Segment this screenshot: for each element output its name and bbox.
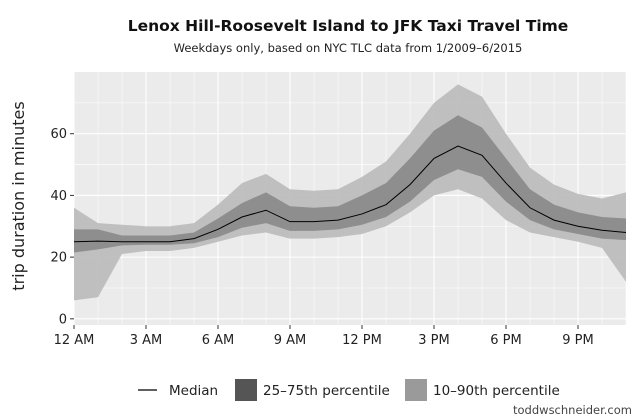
legend-10-90-label: 10–90th percentile bbox=[433, 383, 560, 399]
y-axis-label: trip duration in minutes bbox=[9, 101, 28, 290]
credit-text: toddwschneider.com bbox=[513, 403, 632, 417]
x-axis: 12 AM 3 AM 6 AM 9 AM 12 PM 3 PM 6 PM 9 PM bbox=[54, 325, 594, 348]
y-tick-label: 20 bbox=[50, 251, 67, 266]
x-tick-label: 6 AM bbox=[202, 333, 235, 348]
chart-title: Lenox Hill-Roosevelt Island to JFK Taxi … bbox=[128, 17, 569, 35]
x-tick-label: 12 PM bbox=[342, 333, 382, 348]
x-tick-label: 3 AM bbox=[130, 333, 163, 348]
chart-subtitle: Weekdays only, based on NYC TLC data fro… bbox=[174, 41, 523, 55]
y-tick-label: 60 bbox=[50, 127, 67, 142]
band-25-75-percentile bbox=[74, 115, 626, 253]
legend-25-75-key bbox=[235, 379, 257, 401]
y-tick-label: 40 bbox=[50, 189, 67, 204]
y-tick-label: 0 bbox=[59, 312, 67, 327]
x-tick-label: 9 PM bbox=[562, 333, 593, 348]
x-tick-label: 3 PM bbox=[418, 333, 449, 348]
legend-median-label: Median bbox=[169, 383, 218, 399]
x-tick-label: 6 PM bbox=[490, 333, 521, 348]
legend-10-90-key bbox=[405, 379, 427, 401]
y-axis: 0 20 40 60 bbox=[50, 127, 74, 327]
legend-25-75-label: 25–75th percentile bbox=[263, 383, 390, 399]
median-line bbox=[73, 145, 627, 243]
x-tick-label: 12 AM bbox=[54, 333, 95, 348]
legend: Median 25–75th percentile 10–90th percen… bbox=[138, 379, 560, 401]
x-tick-label: 9 AM bbox=[274, 333, 307, 348]
